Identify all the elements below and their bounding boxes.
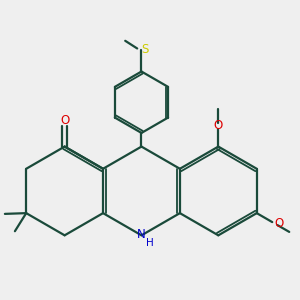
Text: S: S: [141, 43, 148, 56]
Text: O: O: [214, 119, 223, 132]
Text: O: O: [60, 115, 69, 128]
Text: H: H: [146, 238, 154, 248]
Text: O: O: [274, 217, 283, 230]
Text: N: N: [137, 228, 146, 241]
